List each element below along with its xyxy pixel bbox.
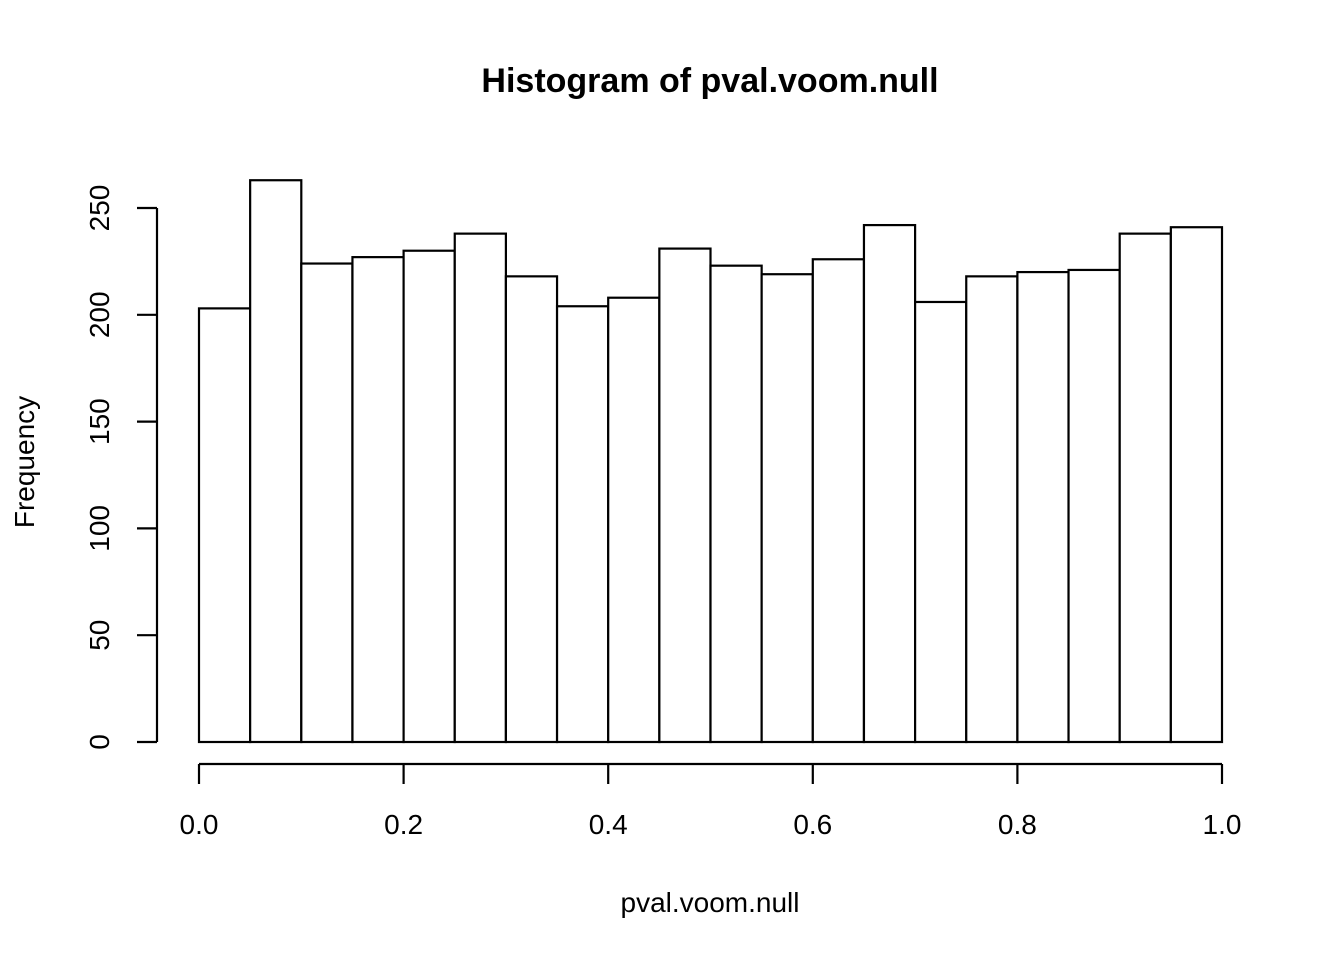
histogram-bar bbox=[658, 247, 712, 744]
histogram-bar bbox=[607, 296, 661, 744]
y-tick-label: 150 bbox=[84, 398, 115, 445]
x-tick-label: 1.0 bbox=[1203, 809, 1242, 840]
histogram-bar bbox=[709, 264, 763, 744]
x-tick-label: 0.8 bbox=[998, 809, 1037, 840]
histogram-bar bbox=[300, 262, 354, 744]
histogram-bar bbox=[1169, 226, 1224, 744]
histogram-bar bbox=[760, 273, 814, 744]
histogram-bar bbox=[913, 300, 968, 744]
y-tick-label: 50 bbox=[84, 620, 115, 651]
histogram-bar bbox=[402, 249, 456, 744]
histogram-bar bbox=[504, 275, 559, 744]
x-axis: 0.0 0.2 0.4 0.6 0.8 1.0 bbox=[180, 762, 1242, 840]
histogram-bar bbox=[1016, 270, 1070, 744]
histogram-bar bbox=[1067, 268, 1121, 744]
y-axis-label: Frequency bbox=[9, 396, 40, 528]
y-axis: 0 50 100 150 200 250 bbox=[84, 185, 159, 750]
histogram-bar bbox=[453, 232, 508, 744]
histogram-bar bbox=[862, 223, 917, 744]
x-tick-label: 0.0 bbox=[180, 809, 219, 840]
x-tick-label: 0.6 bbox=[793, 809, 832, 840]
histogram-bar bbox=[965, 275, 1019, 744]
histogram-bar bbox=[351, 256, 405, 744]
y-tick-label: 0 bbox=[84, 734, 115, 750]
x-axis-label: pval.voom.null bbox=[621, 887, 800, 918]
x-tick-label: 0.2 bbox=[384, 809, 423, 840]
histogram-bar bbox=[555, 305, 610, 744]
y-tick-label: 100 bbox=[84, 505, 115, 552]
histogram-bar bbox=[249, 179, 303, 744]
bars-group bbox=[197, 179, 1224, 744]
y-tick-label: 200 bbox=[84, 291, 115, 338]
chart-title: Histogram of pval.voom.null bbox=[481, 62, 938, 100]
histogram-bar bbox=[1118, 232, 1172, 744]
histogram-bar bbox=[197, 307, 252, 744]
y-tick-label: 250 bbox=[84, 185, 115, 232]
x-tick-label: 0.4 bbox=[589, 809, 628, 840]
histogram-bar bbox=[811, 258, 866, 744]
